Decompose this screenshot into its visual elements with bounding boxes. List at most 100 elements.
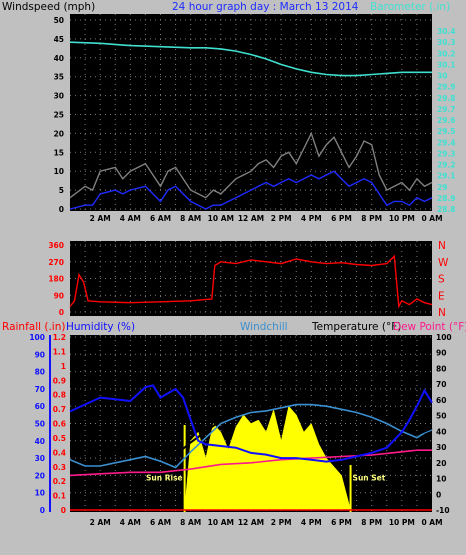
baro-y-tick: 28.9 <box>437 194 456 203</box>
baro-y-tick: 29.3 <box>437 149 456 158</box>
x-tick-label: 4 PM <box>301 518 322 527</box>
sun-rise-label: Sun Rise <box>146 474 183 483</box>
x-tick-label: 4 PM <box>301 214 322 223</box>
baro-y-tick: 29.9 <box>437 83 456 92</box>
baro-y-tick: 30.1 <box>437 60 456 69</box>
wind-y-tick: 10 <box>54 167 64 176</box>
humidity-ylabel: Humidity (%) <box>66 321 135 333</box>
baro-y-tick: 29.7 <box>437 105 456 114</box>
x-tick-label: 6 AM <box>150 214 171 223</box>
baro-y-tick: 29.8 <box>437 94 456 103</box>
sun-set-label: Sun Set <box>353 474 386 483</box>
series-3-line <box>69 41 432 77</box>
x-tick-label: 12 AM <box>238 518 264 527</box>
temp-y-tick: 90 <box>436 349 446 358</box>
x-tick-label: 12 AM <box>238 214 264 223</box>
temp-ylabel: Temperature (°F) <box>311 321 401 333</box>
humidity-y-tick: 100 <box>29 333 45 342</box>
humidity-y-tick: 20 <box>35 471 45 480</box>
humidity-y-tick: 30 <box>35 454 45 463</box>
baro-y-tick: 29.2 <box>437 161 456 170</box>
temp-y-tick: 0 <box>436 490 441 499</box>
compass-label: E <box>438 290 445 302</box>
humidity-y-tick: 10 <box>35 489 45 498</box>
humidity-y-tick: 60 <box>35 402 45 411</box>
x-tick-label: 6 PM <box>331 518 352 527</box>
series-2-line <box>69 170 433 210</box>
wind-y-tick: 25 <box>54 111 64 120</box>
rain-y-tick: 0.9 <box>53 376 66 385</box>
rain-y-tick: 0.2 <box>53 477 66 486</box>
baro-y-tick: 30.3 <box>437 38 456 47</box>
baro-y-tick: 30.4 <box>437 27 456 36</box>
baro-y-tick: 29 <box>437 183 447 192</box>
humidity-y-tick: 50 <box>35 420 45 429</box>
baro-ylabel: Barometer (.in) <box>370 1 450 13</box>
wind-y-tick: 45 <box>54 35 64 44</box>
temp-y-tick: -10 <box>436 506 450 515</box>
x-tick-label: 6 PM <box>331 214 352 223</box>
series-1-line <box>69 400 433 457</box>
x-tick-label: 10 PM <box>389 518 415 527</box>
compass-label: N <box>438 307 446 319</box>
temp-y-tick: 40 <box>436 427 446 436</box>
rain-y-tick: 0.5 <box>53 434 66 443</box>
x-tick-label: 8 PM <box>361 518 382 527</box>
compass-label: W <box>438 257 449 269</box>
series-3-line <box>69 449 432 477</box>
x-tick-label: 4 AM <box>120 518 141 527</box>
direction-y-tick: 270 <box>48 258 64 267</box>
humidity-y-tick: 40 <box>35 437 45 446</box>
windchill-label: Windchill <box>240 321 288 333</box>
rain-y-tick: 0.1 <box>53 492 66 501</box>
direction-y-tick: 360 <box>48 241 64 250</box>
wind-plot-area <box>70 14 432 211</box>
humidity-y-tick: 80 <box>35 368 45 377</box>
rain-y-tick: 0.6 <box>53 420 66 429</box>
baro-y-tick: 30.2 <box>437 49 456 58</box>
wind-y-tick: 0 <box>59 205 64 214</box>
humidity-y-tick: 90 <box>35 350 45 359</box>
baro-y-tick: 29.5 <box>437 127 456 136</box>
wind-y-tick: 20 <box>54 129 64 138</box>
direction-y-tick: 180 <box>48 275 64 284</box>
x-tick-label: 2 AM <box>90 214 111 223</box>
series-0-line <box>69 384 433 463</box>
direction-line <box>69 254 433 309</box>
series-1-line <box>69 158 433 207</box>
baro-y-tick: 29.4 <box>437 138 456 147</box>
dew-ylabel: Dew Point (°F) <box>393 321 466 333</box>
solar-fill <box>184 405 351 511</box>
series-0-line <box>69 131 433 199</box>
temp-y-tick: 70 <box>436 380 446 389</box>
rain-y-tick: 1.1 <box>53 347 66 356</box>
x-tick-label: 0 AM <box>421 518 442 527</box>
x-tick-label: 8 AM <box>180 518 201 527</box>
wind-y-tick: 50 <box>54 16 64 25</box>
wind-y-tick: 40 <box>54 54 64 63</box>
wind-y-tick: 35 <box>54 73 64 82</box>
x-tick-label: 10 AM <box>208 214 234 223</box>
wind-ylabel: Windspeed (mph) <box>2 1 95 13</box>
chart-title: 24 hour graph day : March 13 2014 <box>172 1 359 13</box>
compass-label: S <box>438 274 445 286</box>
temp-y-tick: 10 <box>436 475 446 484</box>
series-2-line <box>69 403 433 469</box>
humidity-y-tick: 70 <box>35 385 45 394</box>
rain-y-tick: 1 <box>61 362 66 371</box>
temp-y-tick: 80 <box>436 364 446 373</box>
x-tick-label: 10 PM <box>389 214 415 223</box>
x-tick-label: 2 PM <box>271 518 292 527</box>
x-tick-label: 2 PM <box>271 214 292 223</box>
baro-y-tick: 28.8 <box>437 205 456 214</box>
x-tick-label: 6 AM <box>150 518 171 527</box>
x-tick-label: 4 AM <box>120 214 141 223</box>
rain-y-tick: 0 <box>61 506 66 515</box>
x-tick-label: 0 AM <box>421 214 442 223</box>
x-tick-label: 8 PM <box>361 214 382 223</box>
rain-y-tick: 0.3 <box>53 463 66 472</box>
baro-y-tick: 30 <box>437 72 447 81</box>
rain-y-tick: 0.8 <box>53 391 66 400</box>
temp-y-tick: 20 <box>436 459 446 468</box>
